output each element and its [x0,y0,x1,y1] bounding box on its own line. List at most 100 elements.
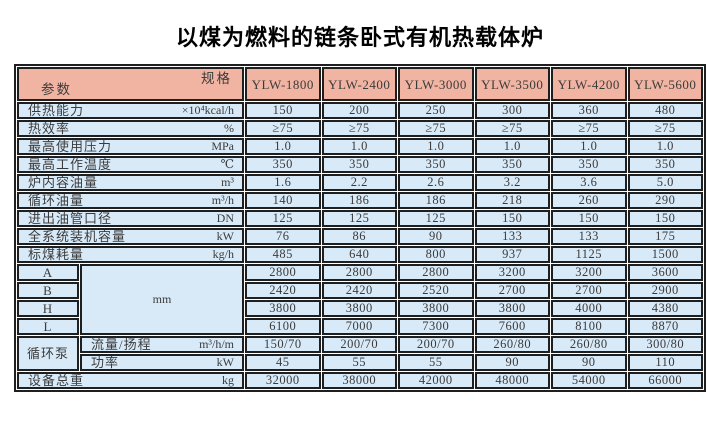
spec-value: 350 [245,156,321,173]
spec-value: 1.6 [245,174,321,191]
param-cell: 最高工作温度 ℃ [17,156,244,173]
param-cell-content: 炉内容油量 m³ [19,176,242,189]
param-unit: kW [216,229,234,243]
param-label: 炉内容油量 [28,175,99,190]
param-unit: ×10⁴kcal/h [181,103,234,117]
spec-value: 1500 [627,246,703,263]
total-row: 设备总重 kg 32000 38000 42000 48000 54000 66000 [17,372,703,389]
spec-value: 76 [245,228,321,245]
param-cell-content: 流量/扬程 m³/h/m [82,338,242,351]
spec-value: 640 [321,246,397,263]
spec-value: 200/70 [321,336,397,353]
dimension-row: H 3800 3800 3800 3800 4000 4380 [17,300,703,317]
spec-row: 热效率% ≥75 ≥75 ≥75 ≥75 ≥75 ≥75 [17,120,703,137]
spec-value: 125 [245,210,321,227]
spec-value: 3600 [627,264,703,281]
spec-value: 186 [321,192,397,209]
page-title: 以煤为燃料的链条卧式有机热载体炉 [175,25,544,50]
table-body: 供热能力 ×10⁴kcal/h 150 200 250 300 360 480 热效率% ≥75 ≥… [17,102,703,389]
spec-value: 5.0 [627,174,703,191]
spec-value: 2800 [321,264,397,281]
spec-value: 350 [398,156,474,173]
spec-value: 2.6 [398,174,474,191]
spec-value: 2420 [321,282,397,299]
spec-value: 45 [245,354,321,371]
spec-value: 260/80 [474,336,550,353]
param-cell: 循环油量 m³/h [17,192,244,209]
dimension-letter: L [17,318,79,335]
param-cell: 标煤耗量 kg/h [17,246,244,263]
spec-value: 90 [398,228,474,245]
param-cell: 最高使用压力 MPa [17,138,244,155]
spec-value: 800 [398,246,474,263]
param-unit: m³/h [211,193,234,207]
spec-value: 218 [474,192,550,209]
spec-value: 300/80 [627,336,703,353]
spec-row: 循环油量 m³/h 140 186 186 218 260 290 [17,192,703,209]
spec-value: 125 [398,210,474,227]
pump-row: 循环泵 流量/扬程 m³/h/m 150/70 200/70 200/70 260/80 26… [17,336,703,371]
model-header: YLW-4200 [551,67,627,101]
spec-value: 480 [627,102,703,119]
spec-value: 250 [398,102,474,119]
spec-value: 260/80 [551,336,627,353]
spec-value: 7000 [321,318,397,335]
param-label: 标煤耗量 [28,247,85,262]
spec-value: 133 [551,228,627,245]
spec-value: 140 [245,192,321,209]
param-label: 设备总重 [28,373,85,388]
pump-group-label: 循环泵 [17,336,79,371]
param-label: 功率 [91,355,120,370]
param-unit: ℃ [220,157,234,171]
pump-row: 功率 kW 45 55 55 90 90 110 [17,354,703,371]
param-unit: m³ [221,175,234,189]
spec-value: 1.0 [474,138,550,155]
spec-value: 350 [627,156,703,173]
spec-value: 7300 [398,318,474,335]
spec-value: 1.0 [398,138,474,155]
model-header: YLW-2400 [321,67,397,101]
spec-value: 6100 [245,318,321,335]
spec-value: 200/70 [398,336,474,353]
spec-value: 2800 [245,264,321,281]
param-cell-content: 设备总重 kg [19,374,242,387]
spec-value: 90 [474,354,550,371]
spec-value: 110 [627,354,703,371]
spec-value: ≥75 [474,120,550,137]
model-header: YLW-3000 [398,67,474,101]
param-cell-content: 最高使用压力 MPa [19,140,242,153]
spec-value: 7600 [474,318,550,335]
spec-value: 300 [474,102,550,119]
param-cell: 设备总重 kg [17,372,244,389]
dimension-letter: H [17,300,79,317]
param-unit: MPa [211,139,234,153]
spec-value: 3.6 [551,174,627,191]
spec-value: 42000 [398,372,474,389]
spec-value: ≥75 [551,120,627,137]
spec-value: 260 [551,192,627,209]
corner-spec-label: 规格 [201,71,232,86]
param-cell-content: 进出油管口径 DN [19,212,242,225]
spec-value: 3200 [551,264,627,281]
param-label: 进出油管口径 [28,211,113,226]
spec-value: 290 [627,192,703,209]
spec-value: 4380 [627,300,703,317]
param-cell: 炉内容油量 m³ [17,174,244,191]
param-label: 流量/扬程 [91,337,152,352]
param-unit: kW [216,355,234,369]
param-cell-content: 最高工作温度 ℃ [19,158,242,171]
param-cell-content: 循环油量 m³/h [19,194,242,207]
spec-value: 2520 [398,282,474,299]
spec-value: 1.0 [321,138,397,155]
param-label: 最高工作温度 [28,157,113,172]
spec-value: 1.0 [551,138,627,155]
model-header: YLW-1800 [245,67,321,101]
spec-value: 186 [398,192,474,209]
spec-value: 175 [627,228,703,245]
param-unit: % [224,121,234,135]
param-cell: 全系统装机容量 kW [17,228,244,245]
spec-row: 全系统装机容量 kW 76 86 90 133 133 175 [17,228,703,245]
spec-value: 3200 [474,264,550,281]
spec-value: 3.2 [474,174,550,191]
